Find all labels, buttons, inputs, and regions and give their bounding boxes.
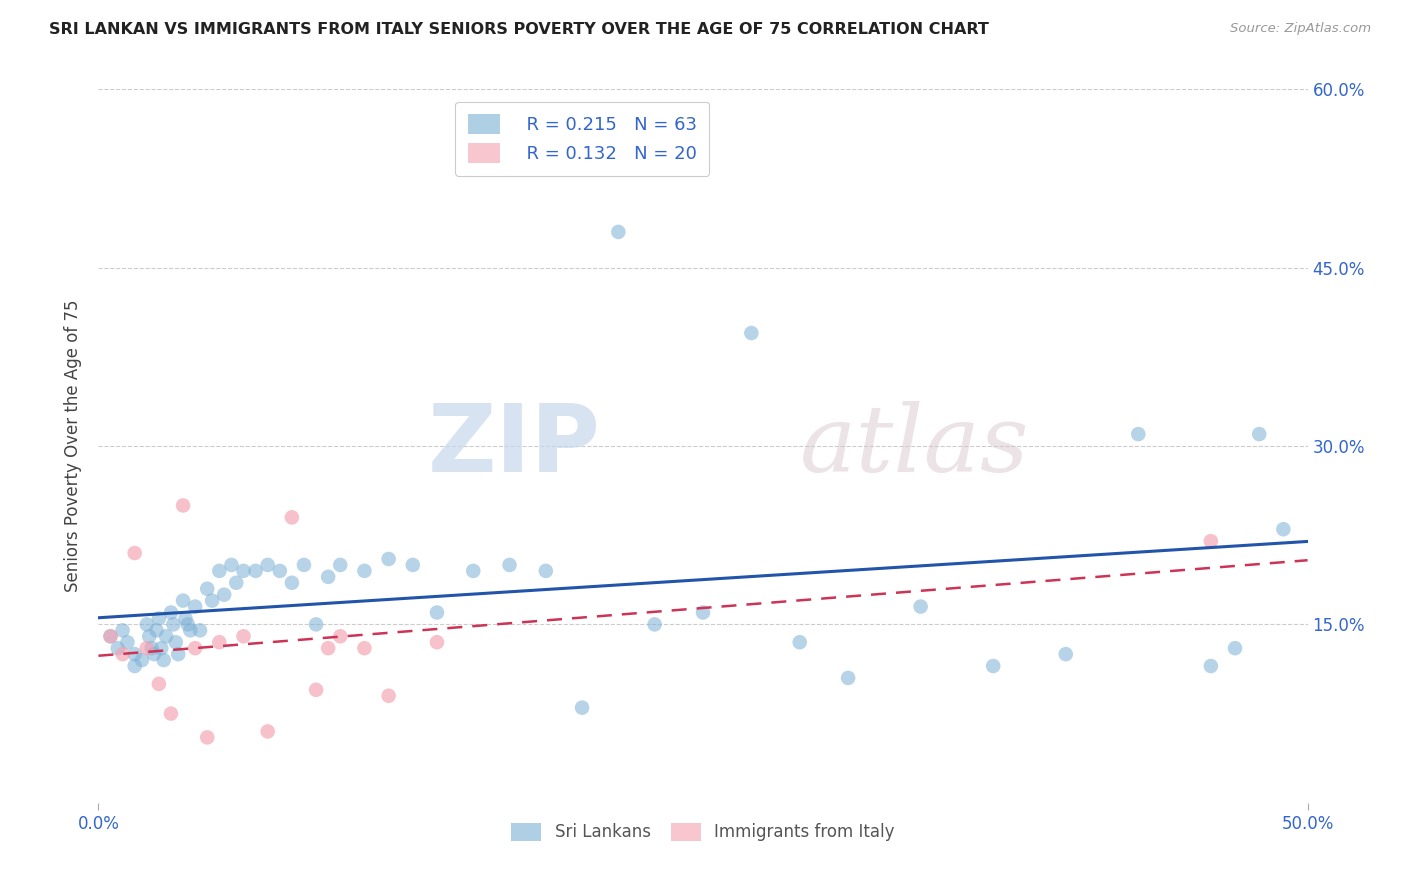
Text: SRI LANKAN VS IMMIGRANTS FROM ITALY SENIORS POVERTY OVER THE AGE OF 75 CORRELATI: SRI LANKAN VS IMMIGRANTS FROM ITALY SENI… — [49, 22, 988, 37]
Point — [292, 558, 315, 572]
Point — [692, 606, 714, 620]
Point — [837, 671, 859, 685]
Point — [195, 582, 218, 596]
Point — [152, 653, 174, 667]
Point — [225, 575, 247, 590]
Point — [165, 635, 187, 649]
Point — [740, 326, 762, 340]
Point — [316, 570, 339, 584]
Point — [981, 659, 1004, 673]
Point — [124, 546, 146, 560]
Point — [534, 564, 557, 578]
Text: atlas: atlas — [800, 401, 1029, 491]
Point — [188, 624, 211, 638]
Point — [377, 689, 399, 703]
Point — [179, 624, 201, 638]
Point — [135, 641, 157, 656]
Point — [232, 629, 254, 643]
Point — [269, 564, 291, 578]
Point — [208, 635, 231, 649]
Point — [172, 499, 194, 513]
Point — [353, 564, 375, 578]
Text: ZIP: ZIP — [427, 400, 600, 492]
Point — [107, 641, 129, 656]
Point — [1199, 659, 1222, 673]
Point — [138, 629, 160, 643]
Point — [1223, 641, 1246, 656]
Point — [221, 558, 243, 572]
Point — [402, 558, 425, 572]
Point — [1199, 534, 1222, 549]
Point — [316, 641, 339, 656]
Point — [353, 641, 375, 656]
Point — [174, 611, 197, 625]
Point — [232, 564, 254, 578]
Point — [184, 641, 207, 656]
Point — [789, 635, 811, 649]
Point — [135, 617, 157, 632]
Point — [1249, 427, 1271, 442]
Point — [1272, 522, 1295, 536]
Point — [148, 677, 170, 691]
Point — [124, 647, 146, 661]
Point — [463, 564, 485, 578]
Point — [245, 564, 267, 578]
Point — [162, 617, 184, 632]
Point — [212, 588, 235, 602]
Point — [329, 629, 352, 643]
Point — [148, 611, 170, 625]
Point — [111, 624, 134, 638]
Point — [1128, 427, 1150, 442]
Point — [141, 641, 163, 656]
Point — [256, 724, 278, 739]
Point — [155, 629, 177, 643]
Point — [426, 606, 449, 620]
Point — [111, 647, 134, 661]
Point — [143, 647, 166, 661]
Point — [100, 629, 122, 643]
Point — [177, 617, 200, 632]
Point — [124, 659, 146, 673]
Point — [377, 552, 399, 566]
Point — [117, 635, 139, 649]
Point — [329, 558, 352, 572]
Point — [150, 641, 173, 656]
Point — [910, 599, 932, 614]
Point — [281, 575, 304, 590]
Text: Source: ZipAtlas.com: Source: ZipAtlas.com — [1230, 22, 1371, 36]
Point — [208, 564, 231, 578]
Point — [607, 225, 630, 239]
Point — [145, 624, 167, 638]
Point — [100, 629, 122, 643]
Point — [160, 606, 183, 620]
Point — [131, 653, 153, 667]
Point — [644, 617, 666, 632]
Point — [201, 593, 224, 607]
Point — [498, 558, 520, 572]
Point — [426, 635, 449, 649]
Y-axis label: Seniors Poverty Over the Age of 75: Seniors Poverty Over the Age of 75 — [65, 300, 83, 592]
Point — [305, 617, 328, 632]
Point — [172, 593, 194, 607]
Point — [1054, 647, 1077, 661]
Point — [160, 706, 183, 721]
Point — [571, 700, 593, 714]
Point — [167, 647, 190, 661]
Legend: Sri Lankans, Immigrants from Italy: Sri Lankans, Immigrants from Italy — [505, 816, 901, 848]
Point — [195, 731, 218, 745]
Point — [305, 682, 328, 697]
Point — [184, 599, 207, 614]
Point — [256, 558, 278, 572]
Point — [281, 510, 304, 524]
